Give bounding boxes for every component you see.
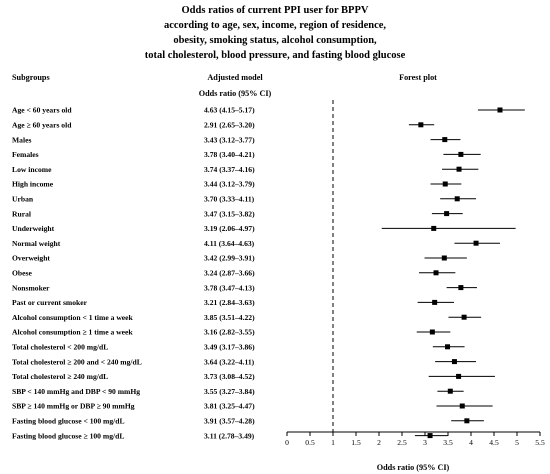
odds-ratio-value: 3.70 (3.33–4.11) xyxy=(204,195,255,204)
point-estimate xyxy=(444,211,450,217)
odds-ratio-value: 3.78 (3.47–4.13) xyxy=(204,283,255,292)
point-estimate xyxy=(442,137,448,143)
point-estimate xyxy=(451,359,457,365)
odds-ratio-value: 4.11 (3.64–4.63) xyxy=(204,239,255,248)
x-axis: 0 0.5 1 1.5 2 2.5 3 3.5 4 4.5 5 5.5 xyxy=(285,431,545,447)
x-tick-label: 5 xyxy=(515,438,519,447)
odds-ratio-value: 3.74 (3.37–4.16) xyxy=(204,165,255,174)
x-tick-label: 2.5 xyxy=(397,438,407,447)
subgroup-label: Females xyxy=(12,150,39,159)
odds-ratio-value: 3.91 (3.57–4.28) xyxy=(204,417,255,426)
point-estimate xyxy=(432,299,438,305)
odds-ratio-value: 3.44 (3.12–3.79) xyxy=(204,180,255,189)
x-tick-label: 3 xyxy=(423,438,427,447)
subgroup-label: Total cholesterol ≥ 200 and < 240 mg/dL xyxy=(12,357,142,366)
subgroup-label: Underweight xyxy=(12,224,55,233)
point-estimate xyxy=(473,240,479,246)
odds-ratio-value: 4.63 (4.15–5.17) xyxy=(204,106,255,115)
subgroup-label: Urban xyxy=(12,195,34,204)
odds-ratio-value: 2.91 (2.65–3.20) xyxy=(204,121,255,130)
point-estimate xyxy=(433,270,439,276)
odds-ratio-value: 3.19 (2.06–4.97) xyxy=(204,224,255,233)
subgroup-label: Past or current smoker xyxy=(12,298,88,307)
plot-area xyxy=(332,100,525,439)
odds-ratio-value: 3.81 (3.25–4.47) xyxy=(204,402,255,411)
odds-ratio-value: 3.64 (3.22–4.11) xyxy=(204,357,255,366)
subgroup-label: Low income xyxy=(12,165,52,174)
subgroup-label: High income xyxy=(12,180,54,189)
subgroup-label: Fasting blood glucose < 100 mg/dL xyxy=(12,417,125,426)
x-tick-label: 4 xyxy=(469,438,473,447)
point-estimate xyxy=(447,388,453,394)
point-estimate xyxy=(458,285,464,291)
chart-title-line-1: Odds ratios of current PPI user for BPPV xyxy=(182,5,369,16)
rows-layer: Age < 60 years old 4.63 (4.15–5.17) Age ≥ … xyxy=(12,106,255,441)
odds-ratio-value: 3.85 (3.51–4.22) xyxy=(204,313,255,322)
x-axis-label: Odds ratio (95% CI) xyxy=(377,463,450,472)
subgroups-header: Subgroups xyxy=(12,73,50,82)
point-estimate xyxy=(458,151,464,157)
subgroup-label: Overweight xyxy=(12,254,50,263)
subgroup-label: Males xyxy=(12,135,31,144)
chart-title-line-4: total cholesterol, blood pressure, and f… xyxy=(145,50,406,61)
odds-ratio-value: 3.43 (3.12–3.77) xyxy=(204,135,255,144)
point-estimate xyxy=(431,225,437,231)
subgroup-label: Normal weight xyxy=(12,239,61,248)
subgroup-label: SBP < 140 mmHg and DBP < 90 mmHg xyxy=(12,387,140,396)
point-estimate xyxy=(456,373,462,379)
forest-plot-header: Forest plot xyxy=(399,73,437,82)
x-tick-label: 1 xyxy=(331,438,335,447)
subgroup-label: SBP ≥ 140 mmHg or DBP ≥ 90 mmHg xyxy=(12,402,135,411)
x-tick-label: 4.5 xyxy=(489,438,499,447)
point-estimate xyxy=(441,255,447,261)
point-estimate xyxy=(464,418,470,424)
subgroup-label: Fasting blood glucose ≥ 100 mg/dL xyxy=(12,431,124,440)
x-tick-label: 3.5 xyxy=(443,438,453,447)
x-tick-label: 2 xyxy=(377,438,381,447)
point-estimate xyxy=(461,314,467,320)
point-estimate xyxy=(456,166,462,172)
x-tick-label: 1.5 xyxy=(351,438,361,447)
subgroup-label: Total cholesterol ≥ 240 mg/dL xyxy=(12,372,108,381)
x-tick-label: 0.5 xyxy=(305,438,315,447)
odds-ratio-value: 3.49 (3.17–3.86) xyxy=(204,343,255,352)
subgroup-label: Alcohol consumption ≥ 1 time a week xyxy=(12,328,133,337)
point-estimate xyxy=(497,107,503,113)
subgroup-label: Alcohol consumption < 1 time a week xyxy=(12,313,134,322)
subgroup-label: Nonsmoker xyxy=(12,283,50,292)
x-tick-label: 0 xyxy=(285,438,289,447)
point-estimate xyxy=(442,181,448,187)
chart-title-line-3: obesity, smoking status, alcohol consump… xyxy=(173,35,377,46)
x-tick-label: 5.5 xyxy=(535,438,545,447)
odds-ratio-value: 3.24 (2.87–3.66) xyxy=(204,269,255,278)
odds-ratio-value: 3.16 (2.82–3.55) xyxy=(204,328,255,337)
chart-title-line-2: according to age, sex, income, region of… xyxy=(164,20,386,31)
subgroup-label: Obese xyxy=(12,269,32,278)
odds-ratio-value: 3.47 (3.15–3.82) xyxy=(204,209,255,218)
odds-ratio-value: 3.11 (2.78–3.49) xyxy=(204,431,255,440)
odds-ratio-value: 3.55 (3.27–3.84) xyxy=(204,387,255,396)
subgroup-label: Age ≥ 60 years old xyxy=(12,121,72,130)
point-estimate xyxy=(459,403,465,409)
subgroup-label: Total cholesterol < 200 mg/dL xyxy=(12,343,108,352)
odds-ratio-value: 3.73 (3.08–4.52) xyxy=(204,372,255,381)
point-estimate xyxy=(427,433,433,439)
subgroup-label: Age < 60 years old xyxy=(12,106,72,115)
point-estimate xyxy=(429,329,435,335)
odds-ratio-value: 3.78 (3.40–4.21) xyxy=(204,150,255,159)
odds-ratio-value: 3.42 (2.99–3.91) xyxy=(204,254,255,263)
point-estimate xyxy=(418,122,424,128)
point-estimate xyxy=(445,344,451,350)
model-header: Adjusted model xyxy=(207,73,263,82)
odds-ratio-value: 3.21 (2.84–3.63) xyxy=(204,298,255,307)
model-subheader: Odds ratio (95% CI) xyxy=(199,89,272,98)
point-estimate xyxy=(454,196,460,202)
subgroup-label: Rural xyxy=(12,209,31,218)
